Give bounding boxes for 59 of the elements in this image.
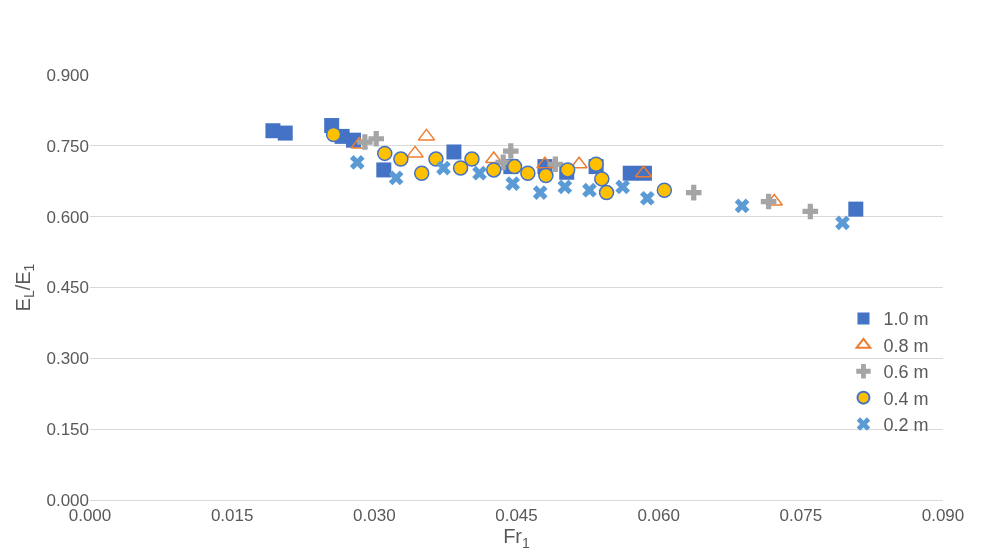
point: [802, 203, 819, 220]
legend-label: 1.0 m: [883, 309, 929, 330]
point: [368, 130, 385, 147]
x-tick-label: 0.045: [495, 506, 538, 526]
point: [835, 215, 850, 231]
point: [393, 151, 409, 167]
point: [538, 167, 554, 184]
point: [452, 160, 469, 176]
y-tick-label: 0.600: [46, 207, 89, 227]
x-tick-label: 0.075: [779, 506, 823, 526]
point: [520, 165, 536, 181]
point: [615, 179, 631, 195]
point: [406, 145, 424, 158]
point: [506, 158, 523, 175]
point: [639, 190, 655, 206]
point: [357, 134, 373, 150]
y-tick-label: 0.750: [46, 136, 89, 156]
point: [848, 201, 864, 217]
point: [277, 125, 293, 141]
y-tick-label: 0.450: [46, 278, 89, 298]
x-tick-label: 0.090: [921, 506, 965, 526]
point: [547, 156, 564, 173]
point: [532, 185, 548, 200]
point: [325, 126, 342, 143]
point: [557, 179, 573, 195]
x-tick-label: 0.060: [637, 506, 680, 526]
point: [350, 136, 368, 149]
point: [622, 165, 638, 181]
legend-label: 0.6 m: [883, 362, 929, 383]
point: [388, 170, 404, 186]
point: [685, 184, 702, 201]
x-tick-label: 0.015: [210, 506, 254, 526]
y-tick-label: 0.150: [46, 420, 89, 440]
legend-label: 0.8 m: [883, 335, 929, 356]
point: [503, 143, 519, 159]
point: [570, 156, 588, 169]
point: [464, 151, 480, 167]
y-tick-label: 0.300: [46, 349, 89, 369]
point: [446, 144, 462, 160]
point: [536, 156, 554, 169]
point: [376, 162, 392, 178]
point: [436, 160, 451, 176]
point: [472, 165, 487, 181]
x-axis-title: Fr$_{1}$: [503, 525, 531, 551]
point: [656, 182, 673, 198]
point: [594, 171, 610, 187]
y-tick-label: 0.900: [46, 65, 89, 85]
point: [505, 176, 521, 191]
point: [760, 193, 777, 210]
point: [377, 145, 393, 162]
legend-label: 0.2 m: [883, 415, 929, 436]
point: [486, 162, 502, 178]
point: [413, 165, 430, 181]
point: [734, 198, 750, 214]
legend-label: 0.4 m: [883, 388, 929, 409]
point: [582, 182, 597, 198]
point: [598, 184, 615, 201]
point: [349, 155, 365, 170]
x-tick-label: 0.030: [353, 506, 396, 526]
